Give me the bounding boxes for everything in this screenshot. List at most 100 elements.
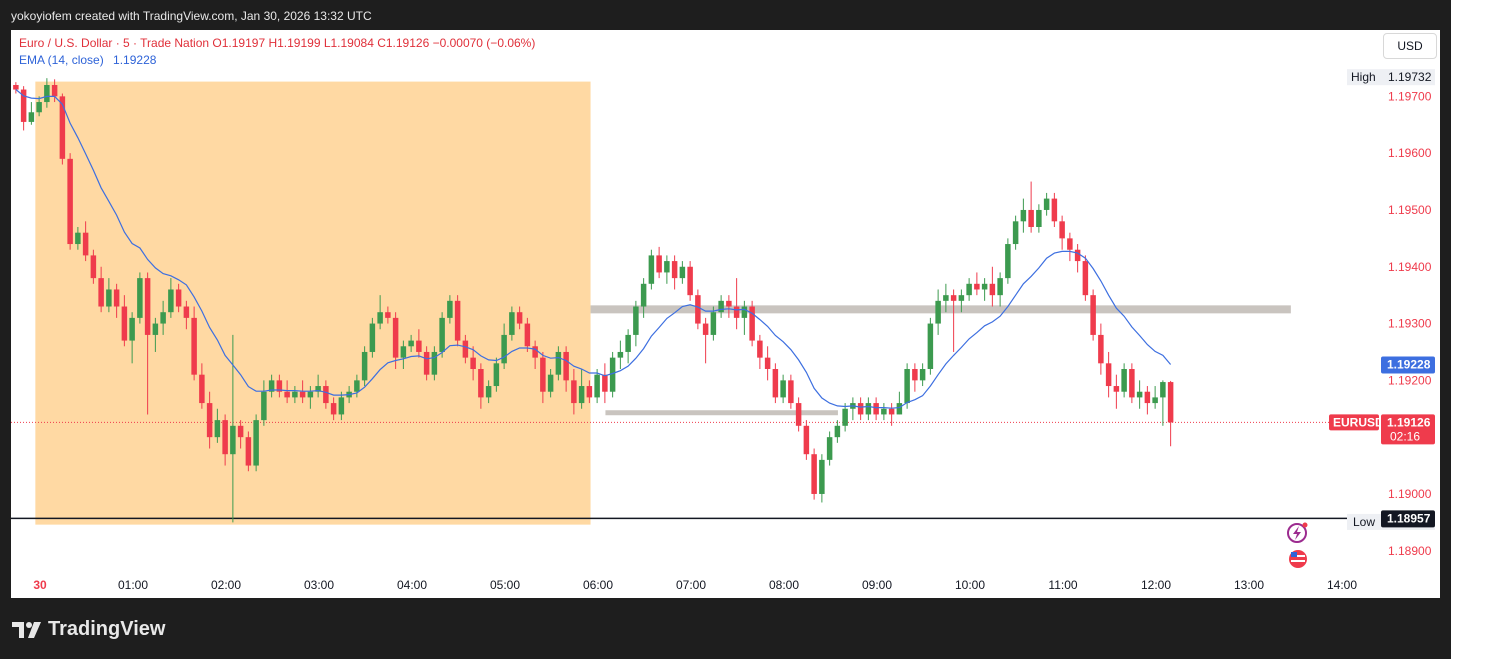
- candle-body: [842, 408, 848, 426]
- candle: [129, 312, 135, 364]
- candle: [958, 289, 965, 313]
- candle-body: [299, 391, 306, 398]
- attribution-bar: yokoyiofem created with TradingView.com,…: [0, 0, 1451, 30]
- candle: [268, 374, 275, 398]
- candle: [1028, 181, 1034, 233]
- candle-body: [1167, 382, 1174, 423]
- candle: [478, 363, 484, 409]
- candle-body: [749, 306, 755, 341]
- candle-body: [958, 295, 965, 301]
- tradingview-logo: TradingView: [12, 618, 165, 641]
- candle: [1098, 323, 1104, 375]
- candle: [950, 289, 957, 352]
- candle: [664, 255, 670, 284]
- candle: [44, 78, 50, 108]
- candle: [400, 340, 407, 369]
- candle-body: [36, 102, 42, 113]
- candle: [989, 266, 996, 307]
- candle: [423, 346, 430, 381]
- x-tick-label: 30: [33, 578, 47, 592]
- candle-body: [795, 403, 802, 426]
- candle-body: [671, 261, 678, 279]
- candle: [857, 397, 864, 421]
- candle: [919, 363, 926, 387]
- candle-body: [571, 380, 577, 404]
- candle-body: [726, 300, 732, 307]
- x-tick-label: 12:00: [1141, 578, 1171, 592]
- candle-body: [780, 380, 786, 398]
- candle: [144, 272, 151, 415]
- candle: [811, 448, 817, 500]
- candle: [702, 317, 709, 364]
- lightning-event-icon: [1287, 522, 1308, 543]
- candle: [20, 86, 27, 131]
- candle-body: [385, 312, 391, 318]
- candle: [726, 295, 732, 318]
- candlestick-chart[interactable]: 1.19700 1.19600 1.19500 1.19400 1.19300 1.192…: [11, 30, 1440, 598]
- x-tick-label: 04:00: [397, 578, 427, 592]
- candle-body: [431, 351, 438, 375]
- candle: [75, 227, 81, 250]
- ema-value-badge: [1381, 356, 1435, 374]
- candle-body: [981, 283, 988, 290]
- symbol-info: Euro / U.S. Dollar · 5 · Trade Nation O1…: [19, 36, 536, 50]
- candle-body: [516, 312, 523, 324]
- candle-body: [772, 369, 779, 398]
- session-highlight-box: [35, 81, 591, 525]
- candle-body: [44, 85, 50, 103]
- candle-body: [191, 317, 197, 375]
- candle-body: [1005, 244, 1011, 279]
- symbol-legend: Euro / U.S. Dollar · 5 · Trade Nation O1…: [19, 36, 535, 50]
- candle: [695, 289, 701, 330]
- x-tick-label: 11:00: [1048, 578, 1077, 592]
- candle-body: [144, 278, 151, 335]
- candle: [408, 334, 414, 352]
- low-label-bg: [1347, 513, 1385, 530]
- candle-body: [1136, 391, 1143, 398]
- candle: [1059, 215, 1065, 250]
- candle-body: [315, 386, 321, 392]
- candle-body: [261, 391, 267, 421]
- candle: [315, 374, 321, 398]
- candle-body: [1105, 363, 1112, 387]
- ema-line: [15, 89, 1172, 409]
- candle: [966, 278, 972, 301]
- candle: [780, 374, 786, 404]
- candle-body: [602, 374, 608, 392]
- candle: [385, 306, 391, 324]
- candle-body: [919, 369, 926, 381]
- candle-body: [1074, 249, 1081, 262]
- candle: [1136, 380, 1143, 409]
- candle: [927, 317, 934, 375]
- candle: [191, 306, 197, 381]
- candle-body: [28, 112, 35, 122]
- candle: [245, 431, 252, 472]
- candle-body: [160, 312, 166, 324]
- candle-body: [1129, 369, 1135, 398]
- candle-body: [888, 408, 895, 415]
- candle: [594, 369, 600, 404]
- candle-body: [904, 369, 910, 404]
- candle-body: [826, 437, 833, 460]
- candle-body: [609, 357, 616, 392]
- candle-body: [137, 278, 143, 318]
- high-label: High: [1351, 70, 1376, 84]
- candle-body: [966, 283, 972, 296]
- chart-area[interactable]: 1.19700 1.19600 1.19500 1.19400 1.19300 1.192…: [11, 30, 1440, 598]
- candle-body: [1020, 209, 1027, 222]
- candle: [865, 397, 872, 421]
- candle: [392, 312, 399, 369]
- candle-body: [1012, 221, 1019, 245]
- y-tick-label: 1.19000: [1388, 487, 1432, 501]
- candle-body: [245, 437, 252, 466]
- line-value-label: 1.18957: [1387, 511, 1431, 525]
- candle-body: [710, 312, 717, 335]
- candle: [1129, 363, 1135, 404]
- candle-body: [1113, 386, 1120, 392]
- candle: [1152, 386, 1158, 409]
- candle: [1090, 289, 1096, 341]
- candle-body: [307, 391, 314, 398]
- candle: [28, 102, 35, 125]
- candle: [625, 329, 631, 364]
- currency-button[interactable]: USD: [1383, 33, 1437, 59]
